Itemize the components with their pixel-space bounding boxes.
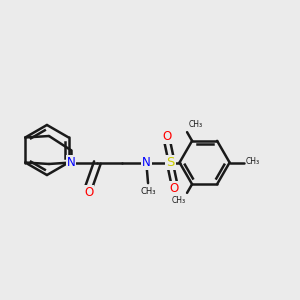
Text: CH₃: CH₃ — [246, 157, 260, 166]
Text: S: S — [167, 156, 175, 169]
Text: N: N — [142, 156, 151, 169]
Text: O: O — [163, 130, 172, 143]
Text: N: N — [67, 156, 75, 169]
Text: O: O — [169, 182, 179, 195]
Text: CH₃: CH₃ — [172, 196, 186, 206]
Text: CH₃: CH₃ — [140, 187, 156, 196]
Text: CH₃: CH₃ — [188, 120, 203, 129]
Text: O: O — [84, 186, 93, 199]
